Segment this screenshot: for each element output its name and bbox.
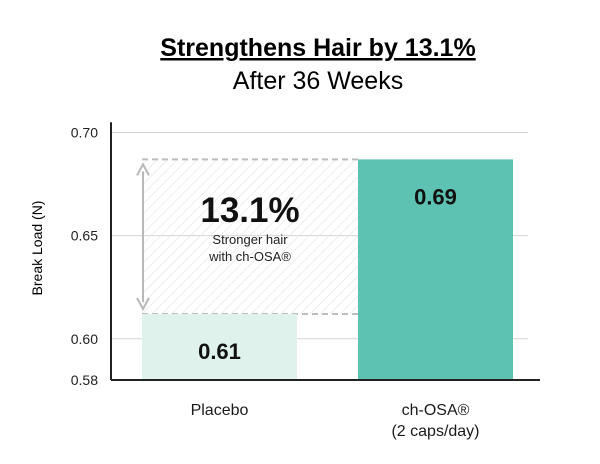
- x-tick-label: (2 caps/day): [391, 423, 479, 440]
- difference-caption-line2: with ch-OSA®: [208, 249, 291, 264]
- y-tick-label: 0.60: [71, 331, 98, 347]
- chart-title: Strengthens Hair by 13.1%: [160, 34, 475, 62]
- category-labels: Placebo ch-OSA® (2 caps/day): [191, 402, 480, 440]
- bar-value-label: 0.61: [198, 339, 241, 364]
- y-tick-labels: 0.70 0.65 0.60 0.58: [71, 125, 98, 388]
- bar-value-label: 0.69: [414, 184, 457, 209]
- y-tick-label: 0.70: [71, 125, 98, 141]
- bar-placebo: [142, 314, 297, 380]
- difference-value: 13.1%: [200, 191, 299, 230]
- x-tick-label: ch-OSA®: [402, 402, 470, 419]
- difference-caption-line1: Stronger hair: [212, 232, 288, 247]
- x-tick-label: Placebo: [191, 402, 249, 419]
- hatched-difference-area: [142, 159, 358, 315]
- bars: 0.61 0.69: [142, 159, 513, 380]
- chart-subtitle: After 36 Weeks: [233, 67, 403, 95]
- y-tick-label: 0.58: [71, 372, 98, 388]
- y-tick-label: 0.65: [71, 228, 98, 244]
- y-axis-label: Break Load (N): [29, 201, 45, 296]
- difference-annotation: [136, 158, 358, 316]
- arrow-head-up: [136, 162, 150, 176]
- arrow-head-down: [136, 297, 150, 312]
- bar-ch-osa: [358, 159, 513, 380]
